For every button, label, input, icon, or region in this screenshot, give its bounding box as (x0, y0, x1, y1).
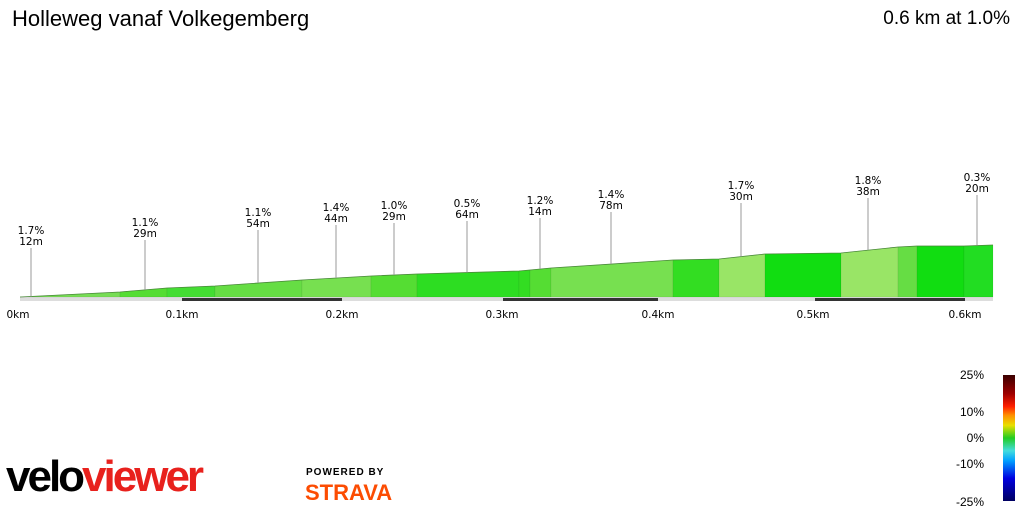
segment-length-label: 30m (729, 191, 753, 203)
segment-length-label: 12m (19, 236, 43, 248)
segment-length-label: 29m (382, 211, 406, 223)
profile-segment (916, 245, 965, 298)
profile-segment (529, 267, 552, 298)
profile-segment (963, 244, 994, 298)
x-tick-label: 0.3km (485, 309, 518, 321)
segment-length-label: 44m (324, 213, 348, 225)
legend-label: 0% (966, 431, 984, 445)
segment-grade-label: 1.7% (728, 180, 755, 192)
profile-segment (672, 258, 720, 298)
profile-segment (550, 259, 674, 298)
gradient-legend-bar (1003, 375, 1015, 501)
segment-grade-label: 0.5% (454, 198, 481, 210)
segment-grade-label: 1.4% (323, 202, 350, 214)
segment-grade-label: 1.7% (18, 225, 45, 237)
segment-length-label: 64m (455, 209, 479, 221)
legend-label: -10% (955, 457, 984, 471)
road-segment-dark (182, 298, 342, 301)
x-tick-label: 0km (7, 309, 30, 321)
segment-grade-label: 1.0% (381, 200, 408, 212)
profile-segment (119, 287, 168, 298)
legend-label: 10% (959, 405, 984, 419)
profile-segment (897, 245, 918, 298)
veloviewer-logo[interactable]: veloviewer (6, 452, 204, 502)
x-tick-label: 0.2km (325, 309, 358, 321)
profile-segment (840, 246, 899, 298)
strava-logo[interactable]: STRAVA (305, 480, 393, 505)
segment-grade-label: 1.8% (855, 175, 882, 187)
segment-length-label: 29m (133, 228, 157, 240)
profile-segment (764, 252, 842, 298)
route-summary: 0.6 km at 1.0% (883, 8, 1010, 29)
logo-part: velo (6, 452, 85, 501)
segment-grade-label: 1.1% (132, 217, 159, 229)
x-tick-label: 0.1km (165, 309, 198, 321)
segment-length-label: 38m (856, 186, 880, 198)
profile-segment (416, 270, 520, 298)
x-tick-label: 0.5km (796, 309, 829, 321)
road-segment-dark (503, 298, 658, 301)
elevation-profile: 1.7%12m1.1%29m1.1%54m1.4%44m1.0%29m0.5%6… (7, 172, 994, 321)
powered-by-text: POWERED BY (306, 467, 385, 478)
legend-label: 25% (959, 368, 984, 382)
profile-segment (370, 273, 418, 298)
profile-segment (718, 253, 766, 298)
segment-length-label: 78m (599, 200, 623, 212)
x-tick-label: 0.6km (948, 309, 981, 321)
chart-title: Holleweg vanaf Volkegemberg (12, 6, 310, 31)
segment-length-label: 14m (528, 206, 552, 218)
legend-label: -25% (955, 495, 984, 509)
segment-grade-label: 1.4% (598, 189, 625, 201)
segment-grade-label: 1.1% (245, 207, 272, 219)
segment-grade-label: 1.2% (527, 195, 554, 207)
segment-grade-label: 0.3% (964, 172, 991, 184)
x-tick-label: 0.4km (641, 309, 674, 321)
profile-segment (518, 269, 531, 298)
logo-part: viewer (82, 452, 204, 501)
segment-length-label: 20m (965, 183, 989, 195)
road-segment-dark (815, 298, 965, 301)
segment-length-label: 54m (246, 218, 270, 230)
